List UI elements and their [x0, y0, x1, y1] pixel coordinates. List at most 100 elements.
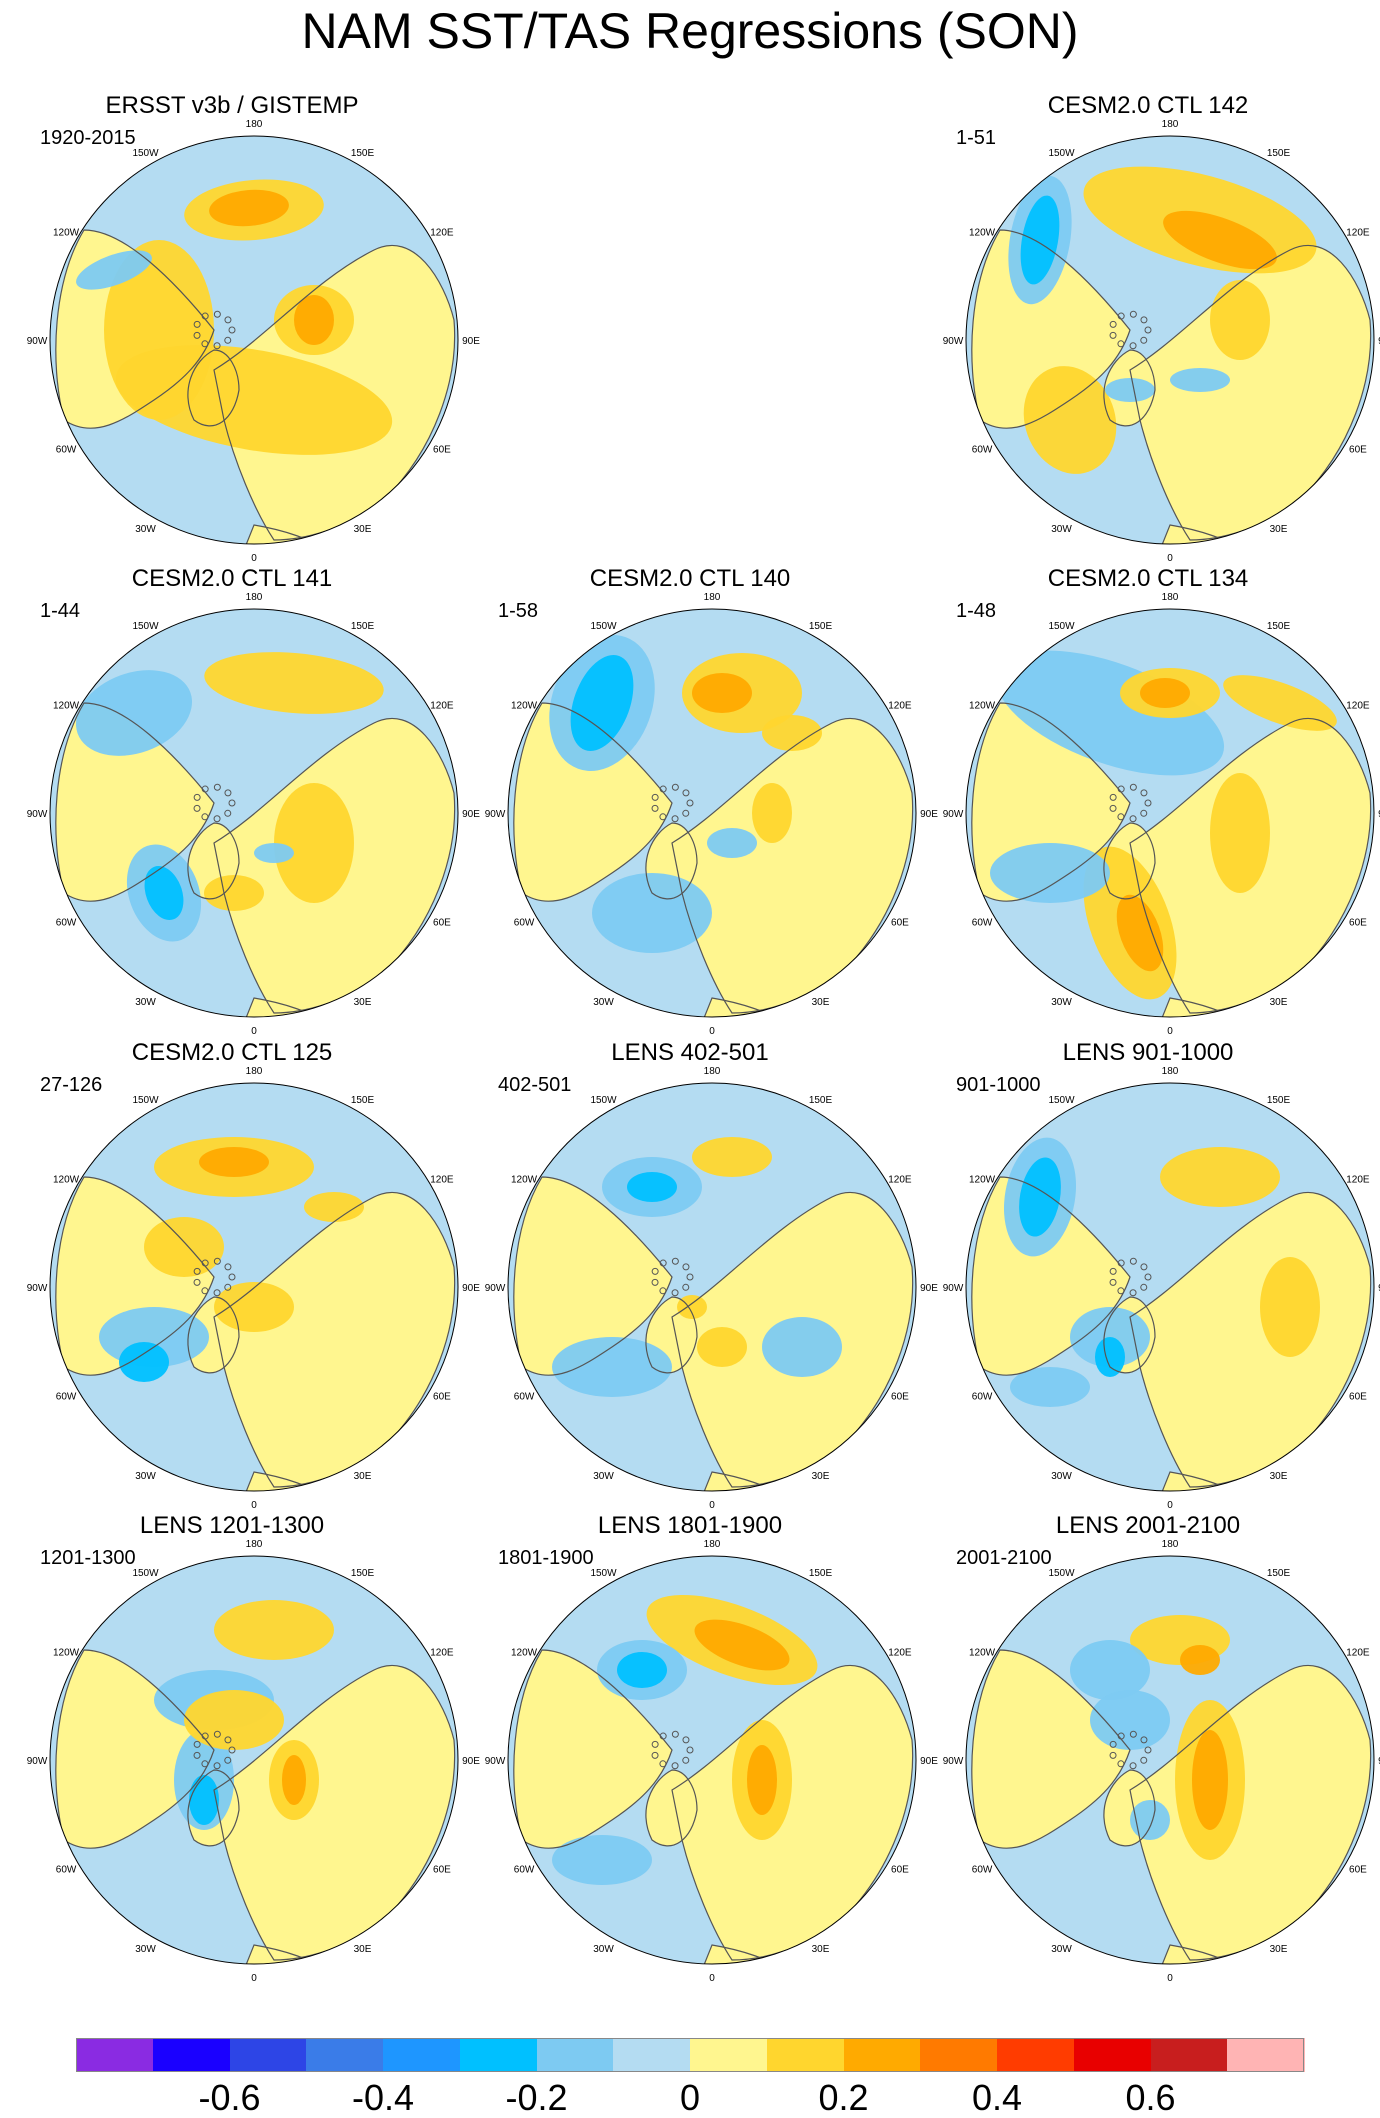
longitude-label: 150W [590, 621, 617, 632]
anomaly-contour [570, 655, 634, 751]
longitude-label: 60E [1349, 445, 1367, 456]
anomaly-contour [1070, 1640, 1150, 1700]
polar-map: 180 150E 120E 90E 60E 30E 0 30W 60W 90W 120W 150W [485, 592, 939, 1037]
island-outline [201, 1259, 209, 1267]
longitude-label: 90W [27, 1283, 48, 1294]
longitude-label: 150W [590, 1568, 617, 1579]
longitude-label: 30E [812, 997, 830, 1008]
island-outline [1144, 326, 1152, 334]
island-outline [201, 813, 209, 821]
coastline [671, 717, 914, 1014]
longitude-label: 60W [56, 445, 77, 456]
island-outline [1129, 342, 1137, 350]
island-outline [193, 1751, 201, 1759]
colorbar-swatch [229, 2038, 307, 2072]
longitude-label: 120W [969, 701, 996, 712]
map-boundary [507, 1082, 917, 1492]
map-panel-ctl134: CESM2.0 CTL 134 1-48 180 150E 120E 90E 60E 30… [918, 565, 1380, 1037]
island-outline [671, 1762, 679, 1770]
anomaly-contour [1105, 378, 1155, 402]
longitude-label: 0 [251, 1973, 257, 1984]
island-outline [671, 1257, 679, 1265]
island-outline [682, 1263, 690, 1271]
coastline [671, 1191, 914, 1488]
colorbar-swatch [843, 2038, 921, 2072]
island-outline [682, 1756, 690, 1764]
island-outline [224, 809, 232, 817]
anomaly-contour [209, 189, 289, 227]
colorbar-swatch [383, 2038, 461, 2072]
longitude-label: 90E [920, 1283, 938, 1294]
land-region [1130, 245, 1371, 540]
longitude-label: 150E [351, 1568, 375, 1579]
island-outline [1109, 331, 1117, 339]
anomaly-contour [1192, 1730, 1228, 1830]
land-region [672, 718, 913, 1013]
longitude-label: 90W [943, 809, 964, 820]
coastline [971, 702, 1131, 902]
panel-year-range: 1-48 [956, 600, 997, 622]
longitude-label: 30E [354, 524, 372, 535]
island-outline [1109, 804, 1117, 812]
anomaly-contour [592, 873, 712, 953]
colorbar-tick-label: -0.2 [505, 2077, 568, 2118]
longitude-label: 60E [891, 1392, 909, 1403]
longitude-label: 0 [709, 1026, 715, 1037]
longitude-label: 30W [593, 997, 614, 1008]
land-region [513, 1650, 672, 1849]
colorbar-swatch [690, 2038, 768, 2072]
island-outline [1140, 1283, 1148, 1291]
longitude-label: 30E [354, 997, 372, 1008]
colorbar-tick-label: 0 [679, 2077, 701, 2118]
longitude-label: 90E [1378, 1283, 1380, 1294]
island-outline [651, 1267, 659, 1275]
polar-map: 180 150E 120E 90E 60E 30E 0 30W 60W 90W 120W 150W [27, 1539, 481, 1984]
longitude-label: 60W [972, 1865, 993, 1876]
anomaly-contour [119, 1342, 169, 1382]
longitude-label: 60E [891, 1865, 909, 1876]
island-outline [686, 1273, 694, 1281]
coastline [213, 717, 456, 1014]
anomaly-contour [189, 1775, 219, 1825]
map-panel-lens1201: LENS 1201-1300 1201-1300 180 150E 120E 90E 6… [2, 1512, 481, 1984]
island-outline [1117, 1760, 1125, 1768]
island-outline [1117, 785, 1125, 793]
anomaly-contour [76, 250, 152, 290]
island-outline [1129, 1289, 1137, 1297]
polar-map: 180 150E 120E 90E 60E 30E 0 30W 60W 90W 120W 150W [485, 1066, 939, 1511]
land-region [971, 1650, 1130, 1849]
longitude-label: 150E [351, 1095, 375, 1106]
land-region [513, 1177, 672, 1376]
island-outline [224, 1283, 232, 1291]
island-outline [1117, 1287, 1125, 1295]
longitude-label: 180 [246, 1066, 263, 1077]
land-region [1130, 1665, 1371, 1960]
longitude-label: 180 [704, 592, 721, 603]
island-outline [1129, 1730, 1137, 1738]
island-outline [201, 1287, 209, 1295]
island-outline [671, 1730, 679, 1738]
longitude-label: 150W [1048, 1568, 1075, 1579]
coastline [213, 1191, 456, 1488]
island-outline [193, 320, 201, 328]
land-region [214, 1665, 455, 1960]
colorbar-swatch [997, 2038, 1075, 2072]
island-outline [659, 1760, 667, 1768]
longitude-label: 150W [590, 1095, 617, 1106]
coastline [1129, 244, 1372, 541]
colorbar-swatch [459, 2038, 537, 2072]
anomaly-contour [762, 1317, 842, 1377]
longitude-label: 180 [704, 1539, 721, 1550]
longitude-label: 30W [135, 1471, 156, 1482]
longitude-label: 60E [891, 918, 909, 929]
longitude-label: 120W [53, 228, 80, 239]
island-outline [1129, 310, 1137, 318]
longitude-label: 90W [27, 1756, 48, 1767]
island-outline [193, 793, 201, 801]
longitude-label: 120E [888, 701, 912, 712]
longitude-label: 180 [1162, 592, 1179, 603]
map-boundary [507, 608, 917, 1018]
longitude-label: 90E [1378, 809, 1380, 820]
coastline [971, 1176, 1131, 1376]
map-panel-ctl140: CESM2.0 CTL 140 1-58 180 150E 120E 90E 60E 30… [460, 565, 939, 1037]
